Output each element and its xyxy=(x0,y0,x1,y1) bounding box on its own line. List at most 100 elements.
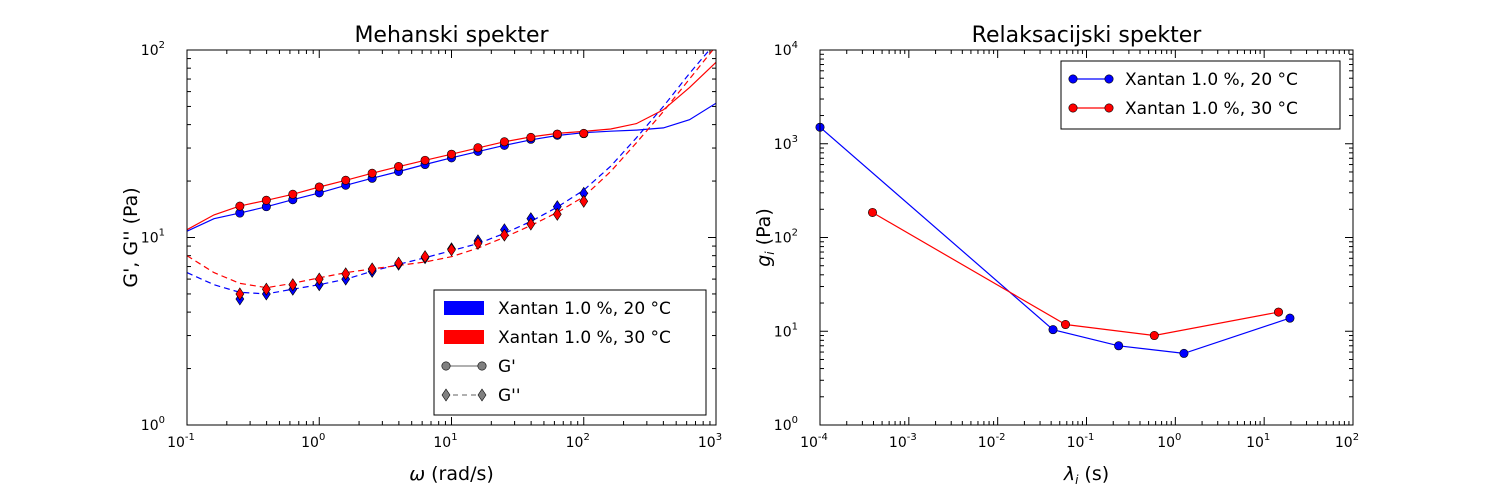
y-tick-label: 103 xyxy=(774,134,798,153)
x-tick-label-exponent: -1 xyxy=(1084,432,1094,443)
legend-swatch xyxy=(444,301,484,315)
y-axis-unit: (Pa) xyxy=(753,208,775,245)
legend-box xyxy=(1060,60,1341,130)
y-axis-symbol-subscript: i xyxy=(763,251,777,255)
data-point-diamond xyxy=(420,250,430,264)
x-axis-label: λi (s) xyxy=(1063,463,1109,487)
data-point-circle xyxy=(1114,341,1124,351)
plot-frame xyxy=(819,49,1354,426)
data-point-diamond xyxy=(552,207,562,221)
data-point-diamond xyxy=(235,287,245,301)
series-line xyxy=(187,50,714,289)
legend: Xantan 1.0 %, 20 °C Xantan 1.0 %, 30 °C xyxy=(1060,60,1341,130)
data-point-circle xyxy=(1149,331,1159,341)
chart-title: Mehanski spekter xyxy=(354,23,549,48)
data-point-diamond xyxy=(473,236,483,250)
legend-label: G'' xyxy=(498,386,521,406)
legend-marker-circle xyxy=(1068,74,1078,84)
chart-title: Relaksacijski spekter xyxy=(972,23,1203,48)
x-tick-label: 103 xyxy=(698,432,722,451)
x-tick-label-base: 10 xyxy=(301,435,319,451)
y-axis-label: gi (Pa) xyxy=(753,208,777,266)
data-point-circle xyxy=(868,207,878,217)
x-tick-label: 10-4 xyxy=(800,432,828,451)
y-tick-label: 104 xyxy=(774,40,798,59)
data-point-circle xyxy=(1274,307,1284,317)
legend-label: Xantan 1.0 %, 30 °C xyxy=(1125,99,1298,119)
y-tick-label-base: 10 xyxy=(141,418,159,434)
y-tick-label-exponent: 2 xyxy=(159,40,165,51)
x-tick-label-base: 10 xyxy=(1246,435,1264,451)
x-tick-label: 102 xyxy=(566,432,590,451)
x-tick-label-exponent: 0 xyxy=(319,432,325,443)
data-point-circle xyxy=(1285,313,1295,323)
x-tick-label: 100 xyxy=(1157,432,1181,451)
plot-frame xyxy=(186,49,717,426)
x-tick-label: 10-1 xyxy=(167,432,195,451)
x-tick-label-exponent: -2 xyxy=(996,432,1006,443)
x-tick-label: 102 xyxy=(1335,432,1359,451)
y-tick-label-base: 10 xyxy=(774,231,792,247)
y-tick-label-exponent: 0 xyxy=(792,415,798,426)
data-point-diamond xyxy=(579,194,589,208)
legend-marker-circle xyxy=(1104,103,1114,113)
x-axis-label: ω (rad/s) xyxy=(409,463,494,485)
relaxation-spectrum-chart: 10-4 10-3 10-2 10-1 100 101 102100101102103104… xyxy=(753,23,1359,487)
x-tick-label-base: 10 xyxy=(978,435,996,451)
markers-layer xyxy=(235,128,589,306)
data-point-diamond xyxy=(447,243,456,257)
series-line xyxy=(872,211,1279,337)
data-point-diamond xyxy=(394,256,403,270)
x-axis-unit: (s) xyxy=(1084,463,1109,485)
x-tick-label: 101 xyxy=(1246,432,1270,451)
data-point-circle xyxy=(1179,348,1189,358)
x-tick-label-exponent: 1 xyxy=(1264,432,1270,443)
legend-marker-diamond xyxy=(441,388,451,402)
x-tick-label: 10-1 xyxy=(1067,432,1095,451)
data-point-circle xyxy=(394,162,404,172)
data-point-circle xyxy=(235,201,245,211)
x-tick-label: 10-3 xyxy=(889,432,917,451)
data-point-circle xyxy=(1060,320,1070,330)
data-point-circle xyxy=(420,155,430,165)
x-tick-label-exponent: 3 xyxy=(716,432,722,443)
y-tick-label: 101 xyxy=(141,228,165,247)
x-tick-label: 101 xyxy=(433,432,457,451)
axis-ticks xyxy=(186,49,717,426)
y-tick-label-base: 10 xyxy=(774,43,792,59)
x-tick-label-base: 10 xyxy=(167,435,185,451)
data-point-diamond xyxy=(500,228,509,242)
x-tick-label-base: 10 xyxy=(1067,435,1085,451)
legend-marker-circle xyxy=(477,361,487,371)
x-tick-label-exponent: 0 xyxy=(1175,432,1181,443)
data-point-circle xyxy=(446,149,456,159)
y-tick-label-base: 10 xyxy=(141,43,159,59)
data-point-circle xyxy=(314,182,324,192)
legend-marker-diamond xyxy=(477,388,487,402)
legend-marker-circle xyxy=(1104,74,1114,84)
y-tick-label-exponent: 1 xyxy=(792,321,798,332)
y-tick-label-base: 10 xyxy=(774,137,792,153)
data-point-circle xyxy=(473,143,483,153)
data-point-circle xyxy=(579,128,589,138)
y-axis-label: G', G'' (Pa) xyxy=(120,187,142,287)
data-point-diamond xyxy=(288,278,298,292)
x-tick-label-exponent: 2 xyxy=(1353,432,1359,443)
legend-marker-circle xyxy=(1068,103,1078,113)
y-tick-label-exponent: 3 xyxy=(792,134,798,145)
data-point-diamond xyxy=(261,282,271,296)
data-point-diamond xyxy=(526,217,536,231)
data-point-diamond xyxy=(341,267,351,281)
x-tick-label-base: 10 xyxy=(800,435,818,451)
x-tick-label-exponent: 1 xyxy=(451,432,457,443)
data-point-circle xyxy=(499,137,509,147)
data-point-circle xyxy=(288,189,298,199)
data-point-circle xyxy=(341,175,351,185)
y-tick-label: 102 xyxy=(774,228,798,247)
y-tick-label-exponent: 0 xyxy=(159,415,165,426)
y-tick-label-base: 10 xyxy=(774,418,792,434)
x-tick-label: 100 xyxy=(301,432,325,451)
data-point-circle xyxy=(367,168,377,178)
x-tick-label: 10-2 xyxy=(978,432,1006,451)
